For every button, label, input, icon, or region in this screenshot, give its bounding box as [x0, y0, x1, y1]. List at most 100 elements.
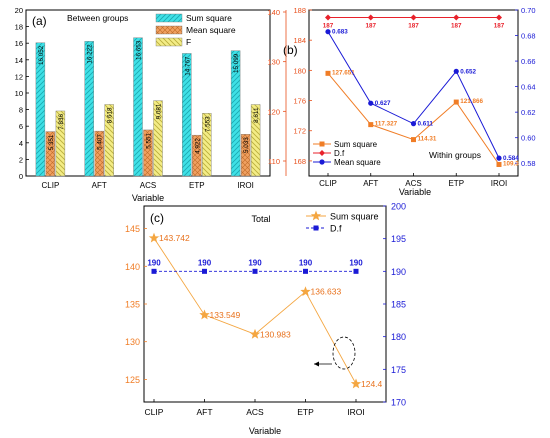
panel-a-legend-swatch: [155, 25, 183, 35]
panel-a-data-label: 15.099: [233, 53, 240, 73]
panel-c-right-tick-label: 200: [391, 202, 406, 212]
panel-b-inner-tick-label: 140: [267, 8, 280, 17]
panel-c-point: [300, 286, 311, 297]
panel-b-right-tick-label: 0.64: [521, 83, 536, 92]
panel-b-right-tick-label: 0.62: [521, 108, 536, 117]
panel-b-point: [367, 14, 374, 21]
panel-a-data-label: 4.922: [194, 138, 201, 154]
panel-b-data-label: 114.31: [418, 136, 437, 143]
panel-b-right-tick-label: 0.58: [521, 159, 536, 168]
panel-c-data-label: 190: [248, 258, 262, 267]
panel-a-title: Between groups: [67, 13, 128, 23]
panel-b-point: [325, 14, 331, 21]
panel-c-left-tick-label: 135: [125, 300, 140, 310]
panel-b-inner-tick-label: 110: [268, 157, 280, 166]
panel-a-data-label: 16.653: [136, 40, 143, 60]
panel-a-data-label: 5.551: [146, 132, 153, 148]
panel-a-ytick-label: 2: [19, 155, 23, 164]
panel-a-xtick-label: CLIP: [42, 181, 60, 190]
panel-b-legend-marker: [319, 150, 325, 156]
panel-b-left-tick-label: 176: [293, 97, 306, 106]
panel-a-legend-swatch: [155, 37, 183, 47]
panel-b-point: [410, 14, 417, 21]
panel-b-data-label: 121.866: [460, 98, 483, 105]
panel-b-point: [496, 14, 502, 21]
panel-c-xtick-label: ETP: [297, 407, 314, 417]
panel-b-point: [368, 122, 374, 128]
panel-b-data-label: 0.584: [503, 155, 519, 162]
panel-b-data-label: 187: [451, 23, 462, 30]
panel-c-point: [249, 328, 261, 339]
panel-a-ytick-label: 10: [15, 89, 23, 98]
panel-c-right-tick-label: 170: [391, 398, 406, 408]
panel-a-data-label: 9.081: [156, 103, 163, 119]
panel-a-bar: [104, 104, 114, 177]
panel-a-xtick-label: ETP: [189, 181, 205, 190]
panel-a-bar: [94, 130, 104, 177]
panel-b-legend-marker: [319, 141, 325, 147]
panel-c-point: [303, 268, 308, 274]
panel-a-ytick-label: 8: [19, 106, 23, 115]
panel-a-bar: [240, 134, 251, 177]
panel-a-bar: [84, 41, 94, 177]
panel-b-left-tick-label: 168: [293, 157, 306, 166]
panel-a-ytick-label: 12: [15, 72, 23, 81]
panel-c-title: Total: [251, 214, 270, 224]
panel-b-data-label: 117.327: [375, 121, 398, 128]
panel-b-point: [411, 137, 416, 143]
panel-a-legend-label: Sum square: [186, 13, 232, 23]
panel-b-xtick-label: ACS: [405, 179, 421, 188]
panel-a-ytick-label: 14: [15, 56, 23, 65]
panel-c-xtick-label: CLIP: [145, 407, 164, 417]
panel-b-point: [496, 161, 502, 167]
panel-a-legend-label: Mean square: [186, 25, 236, 35]
panel-c-data-label: 124.4: [361, 379, 383, 389]
panel-b-xtick-label: ETP: [448, 179, 464, 188]
panel-b-xtick-label: AFT: [363, 179, 378, 188]
panel-c-right-tick-label: 175: [391, 365, 406, 375]
panel-c-point: [252, 268, 258, 274]
panel-c-xlabel: Variable: [249, 426, 281, 436]
panel-c-left-tick-label: 145: [125, 224, 140, 234]
panel-b-data-label: 187: [323, 23, 334, 30]
panel-a-bar: [250, 104, 261, 177]
panel-a-ytick-label: 20: [15, 6, 23, 15]
panel-b-point: [325, 29, 331, 35]
panel-b-right-tick-label: 0.60: [521, 134, 536, 143]
panel-c-data-label: 190: [299, 258, 313, 267]
panel-b-data-label: 0.611: [418, 121, 434, 128]
panel-b-legend-label: Sum square: [334, 140, 378, 149]
panel-c-data-label: 133.549: [210, 310, 241, 320]
panel-b-xtick-label: CLIP: [319, 179, 337, 188]
panel-a-bar: [35, 42, 46, 177]
panel-b-inner-tick-label: 120: [267, 107, 280, 116]
panel-a-legend: Sum square Mean square F: [155, 13, 236, 47]
panel-a-xtick-label: AFT: [92, 181, 107, 190]
panel-a-bar: [45, 131, 56, 177]
panel-c-point: [353, 268, 359, 274]
highlight-ellipse: [332, 336, 356, 370]
panel-c-data-label: 190: [198, 258, 212, 267]
panel-b-data-label: 187: [365, 23, 376, 30]
panel-a: (a) Between groups Variable 0 2 4 6 8 10 12 14 1…: [15, 6, 271, 203]
panel-a-bar: [230, 50, 241, 177]
panel-a-data-label: 5.407: [97, 134, 104, 150]
panel-b-data-label: 109.3: [503, 160, 519, 167]
panel-b-data-label: 0.652: [460, 68, 476, 75]
panel-a-bar: [153, 100, 163, 177]
panel-c-legend: Sum square D.f: [306, 210, 379, 234]
panel-c-left-tick-label: 130: [125, 337, 140, 347]
panel-a-data-label: 8.618: [107, 107, 114, 123]
panel-c-xtick-label: IROI: [347, 407, 364, 417]
panel-b-point: [368, 100, 374, 106]
panel-b-left-tick-label: 180: [293, 66, 306, 75]
panel-a-data-label: 16.222: [87, 44, 94, 64]
panel-c-point: [350, 378, 362, 389]
panel-a-bar: [192, 134, 202, 177]
panel-b-point: [325, 70, 331, 76]
panel-c-right-tick-label: 190: [391, 267, 406, 277]
panel-c-right-tick-label: 185: [391, 300, 406, 310]
panel-a-xtick-label: ACS: [140, 181, 156, 190]
panel-a-data-label: 7.836: [58, 113, 65, 129]
